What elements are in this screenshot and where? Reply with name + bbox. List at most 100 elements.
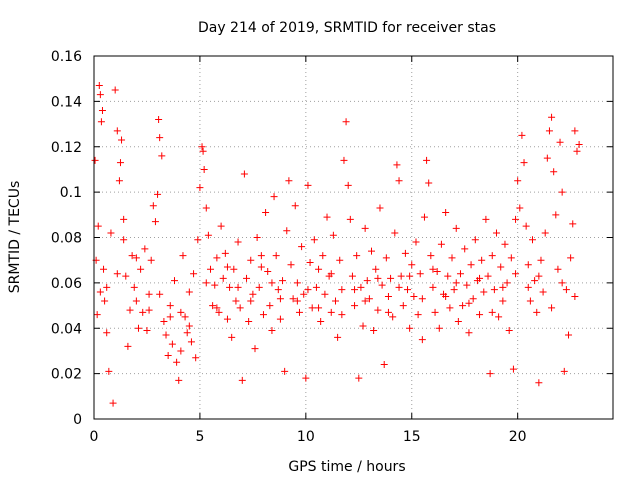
y-axis-label: SRMTID / TECUs [7, 181, 23, 294]
data-point [98, 106, 106, 114]
data-point [552, 211, 560, 219]
chart-title: Day 214 of 2019, SRMTID for receiver sta… [198, 20, 496, 36]
data-point [351, 286, 359, 294]
y-tick-label: 0.06 [51, 276, 82, 292]
data-point [300, 290, 308, 298]
data-point [276, 315, 284, 323]
data-point [338, 286, 346, 294]
data-point [471, 236, 479, 244]
data-point [573, 147, 581, 155]
plot-frame [93, 55, 614, 420]
data-point [452, 224, 460, 232]
data-point [213, 304, 221, 312]
data-point [327, 270, 335, 278]
data-point [221, 249, 229, 257]
data-point [357, 283, 365, 291]
data-point [562, 286, 570, 294]
data-point [96, 288, 104, 296]
data-point [499, 283, 507, 291]
data-point [132, 297, 140, 305]
data-point [166, 313, 174, 321]
data-point [217, 222, 225, 230]
data-point [234, 238, 242, 246]
y-tick-label: 0.12 [51, 140, 82, 156]
data-point [469, 295, 477, 303]
data-point [365, 295, 373, 303]
data-point [95, 81, 103, 89]
data-point [384, 292, 392, 300]
data-point [323, 213, 331, 221]
data-point [266, 302, 274, 310]
grid-lines [94, 56, 613, 419]
data-point [548, 304, 556, 312]
data-point [226, 283, 234, 291]
data-point [149, 202, 157, 210]
data-point [452, 279, 460, 287]
data-point [486, 370, 494, 378]
x-tick-label: 10 [297, 429, 315, 445]
data-point [539, 288, 547, 296]
data-point [456, 270, 464, 278]
data-point [331, 297, 339, 305]
data-point [145, 290, 153, 298]
data-point [497, 263, 505, 271]
data-point [202, 204, 210, 212]
y-tick-label: 0.04 [51, 321, 82, 337]
data-point [132, 254, 140, 262]
data-point [185, 322, 193, 330]
data-point [363, 277, 371, 285]
data-point [198, 143, 206, 151]
tick-labels: 0 0.02 0.04 0.06 0.08 0.1 0.12 0.14 0.16 0 5 10 15 20 [51, 49, 527, 445]
data-point [264, 268, 272, 276]
data-point [155, 116, 163, 124]
data-point [395, 283, 403, 291]
data-point [465, 329, 473, 337]
data-point [219, 274, 227, 282]
data-point [554, 265, 562, 273]
data-point [492, 229, 500, 237]
data-point [115, 177, 123, 185]
data-point [404, 286, 412, 294]
y-tick-label: 0.08 [51, 231, 82, 247]
x-tick-label: 0 [90, 429, 99, 445]
x-tick-label: 15 [403, 429, 421, 445]
data-point [111, 86, 119, 94]
data-point [251, 345, 259, 353]
data-point [429, 265, 437, 273]
data-point [94, 222, 102, 230]
axis-ticks [93, 55, 613, 420]
y-tick-label: 0.1 [60, 185, 82, 201]
data-point [380, 361, 388, 369]
data-point [459, 302, 467, 310]
data-point [295, 308, 303, 316]
data-point [274, 286, 282, 294]
data-point [334, 333, 342, 341]
data-point [120, 215, 128, 223]
data-point [490, 286, 498, 294]
data-point [315, 265, 323, 273]
data-point [113, 270, 121, 278]
data-point [418, 336, 426, 344]
data-point [414, 311, 422, 319]
data-point [124, 342, 132, 350]
data-point [342, 118, 350, 126]
data-point [100, 265, 108, 273]
data-point [520, 159, 528, 167]
data-point [156, 290, 164, 298]
data-point [488, 252, 496, 260]
data-point [293, 279, 301, 287]
data-point [170, 277, 178, 285]
data-point [374, 306, 382, 314]
data-point [501, 240, 509, 248]
data-point [215, 308, 223, 316]
data-point [192, 354, 200, 362]
data-point [359, 322, 367, 330]
data-point [253, 234, 261, 241]
data-point [512, 215, 520, 223]
data-point [207, 265, 215, 273]
data-point [429, 283, 437, 291]
data-point [361, 297, 369, 305]
data-point [310, 236, 318, 244]
data-point [435, 324, 443, 332]
